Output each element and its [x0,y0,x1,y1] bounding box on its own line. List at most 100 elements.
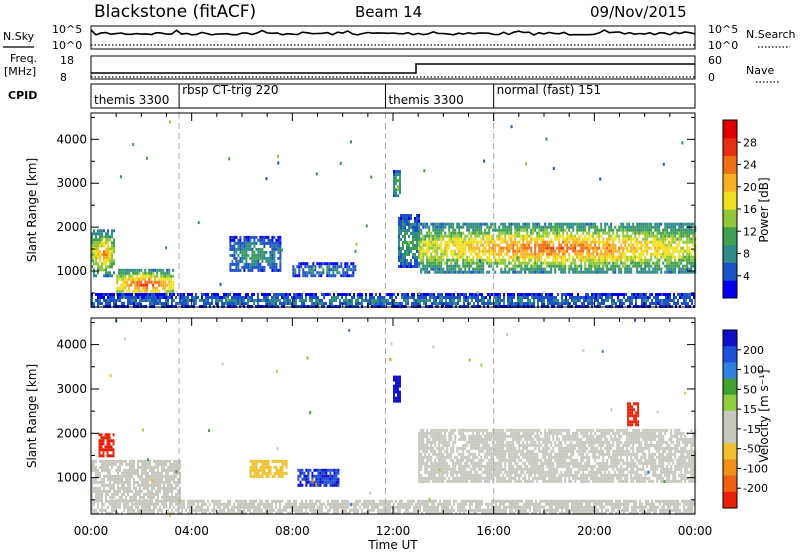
data-cell [684,234,687,238]
data-cell [689,296,691,299]
data-cell [536,240,539,244]
data-cell [636,231,639,235]
data-cell [690,237,693,241]
data-cell [510,267,513,271]
data-cell [422,458,425,462]
data-cell [528,246,531,250]
data-cell [297,293,299,296]
data-cell [546,255,549,259]
data-cell [167,471,169,475]
data-cell [253,259,256,263]
data-cell [152,286,155,290]
data-cell [111,244,113,248]
data-cell [490,258,493,262]
data-cell [624,255,627,259]
data-cell [551,296,553,299]
data-cell [568,228,571,232]
data-cell [540,240,543,244]
data-cell [269,262,272,266]
data-cell [132,289,135,293]
data-cell [632,258,635,262]
data-cell [635,293,637,296]
data-cell [412,229,414,232]
data-cell [476,246,479,250]
data-cell [153,480,155,484]
data-cell [470,261,473,265]
data-cell [400,262,402,265]
data-cell [658,222,661,226]
data-cell [93,238,95,242]
data-cell [433,293,435,296]
data-cell [536,252,539,256]
data-cell [233,253,236,257]
data-cell [107,244,109,248]
data-cell [113,271,115,275]
data-cell [650,240,653,244]
data-cell [157,489,159,493]
data-cell [546,240,549,244]
data-cell [678,264,681,268]
data-cell [426,255,429,259]
data-cell [115,480,117,484]
data-cell [406,247,408,250]
data-cell [691,299,693,302]
data-cell [600,258,603,262]
data-cell [646,246,649,250]
data-cell [93,465,95,469]
data-cell [460,237,463,241]
data-cell [97,486,99,490]
data-cell [508,267,511,271]
data-cell [624,246,627,250]
data-cell [642,222,645,226]
data-cell [109,274,111,278]
data-cell [574,267,577,271]
data-cell [602,264,605,268]
data-cell [395,170,397,174]
data-cell [107,302,109,305]
data-cell [397,173,399,177]
data-cell [613,299,615,302]
data-cell [440,252,443,256]
data-cell [129,474,131,478]
data-cell [156,274,159,278]
data-cell [159,474,161,478]
data-cell [418,479,421,483]
data-cell [546,246,549,250]
data-cell [564,252,567,256]
data-cell [145,296,147,299]
data-cell [391,302,393,305]
data-cell [454,240,457,244]
data-cell [597,293,599,296]
data-cell [512,249,515,253]
data-cell [647,299,649,302]
data-cell [121,296,123,299]
data-cell [239,238,242,242]
data-cell [568,240,571,244]
data-cell [480,264,483,268]
data-cell [438,228,441,232]
data-cell [313,474,316,478]
data-cell [616,258,619,262]
data-cell [682,249,685,253]
data-cell [458,237,461,241]
data-cell [521,302,523,305]
data-cell [533,302,535,305]
data-cell [101,296,103,299]
data-cell [452,225,455,229]
data-cell [454,261,457,265]
data-cell [279,250,282,254]
data-cell [97,247,99,251]
data-cell [580,234,583,238]
data-cell [140,283,143,287]
data-cell [445,299,447,302]
data-cell [450,249,453,253]
data-cell [325,468,328,472]
data-cell [430,446,433,450]
data-cell [624,237,627,241]
data-cell [654,252,657,256]
data-cell [249,268,252,272]
data-cell [672,222,675,226]
data-cell [523,302,525,305]
data-cell [99,265,101,269]
data-cell [480,258,483,262]
